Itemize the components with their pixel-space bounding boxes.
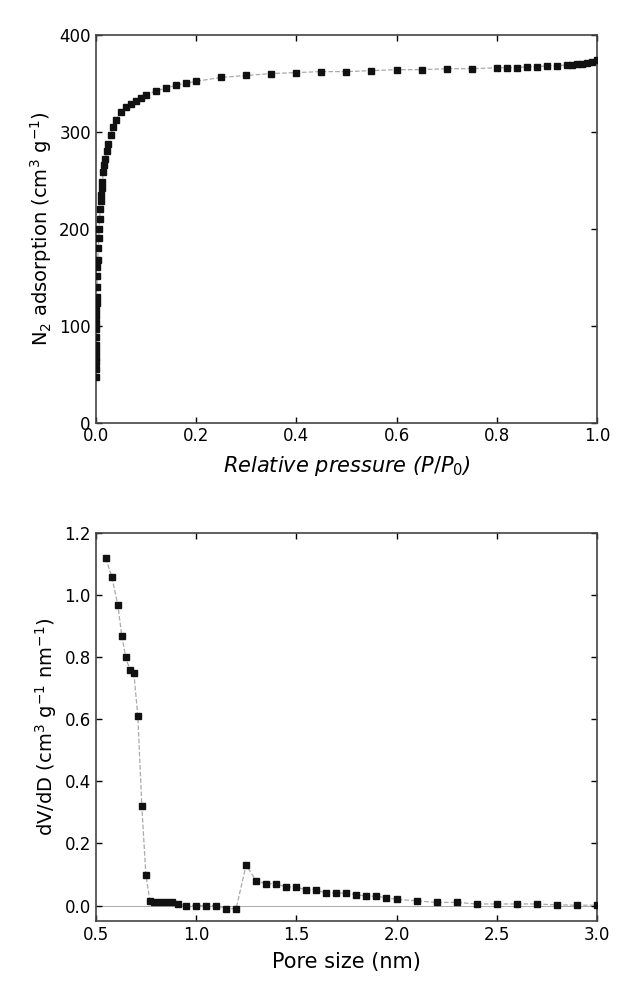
X-axis label: Pore size (nm): Pore size (nm) [272,952,421,972]
Y-axis label: dV/dD (cm$^3$ g$^{-1}$ nm$^{-1}$): dV/dD (cm$^3$ g$^{-1}$ nm$^{-1}$) [33,618,59,836]
Y-axis label: N$_2$ adsorption (cm$^3$ g$^{-1}$): N$_2$ adsorption (cm$^3$ g$^{-1}$) [28,111,54,346]
X-axis label: Relative pressure ($P/P_0$): Relative pressure ($P/P_0$) [223,454,470,478]
